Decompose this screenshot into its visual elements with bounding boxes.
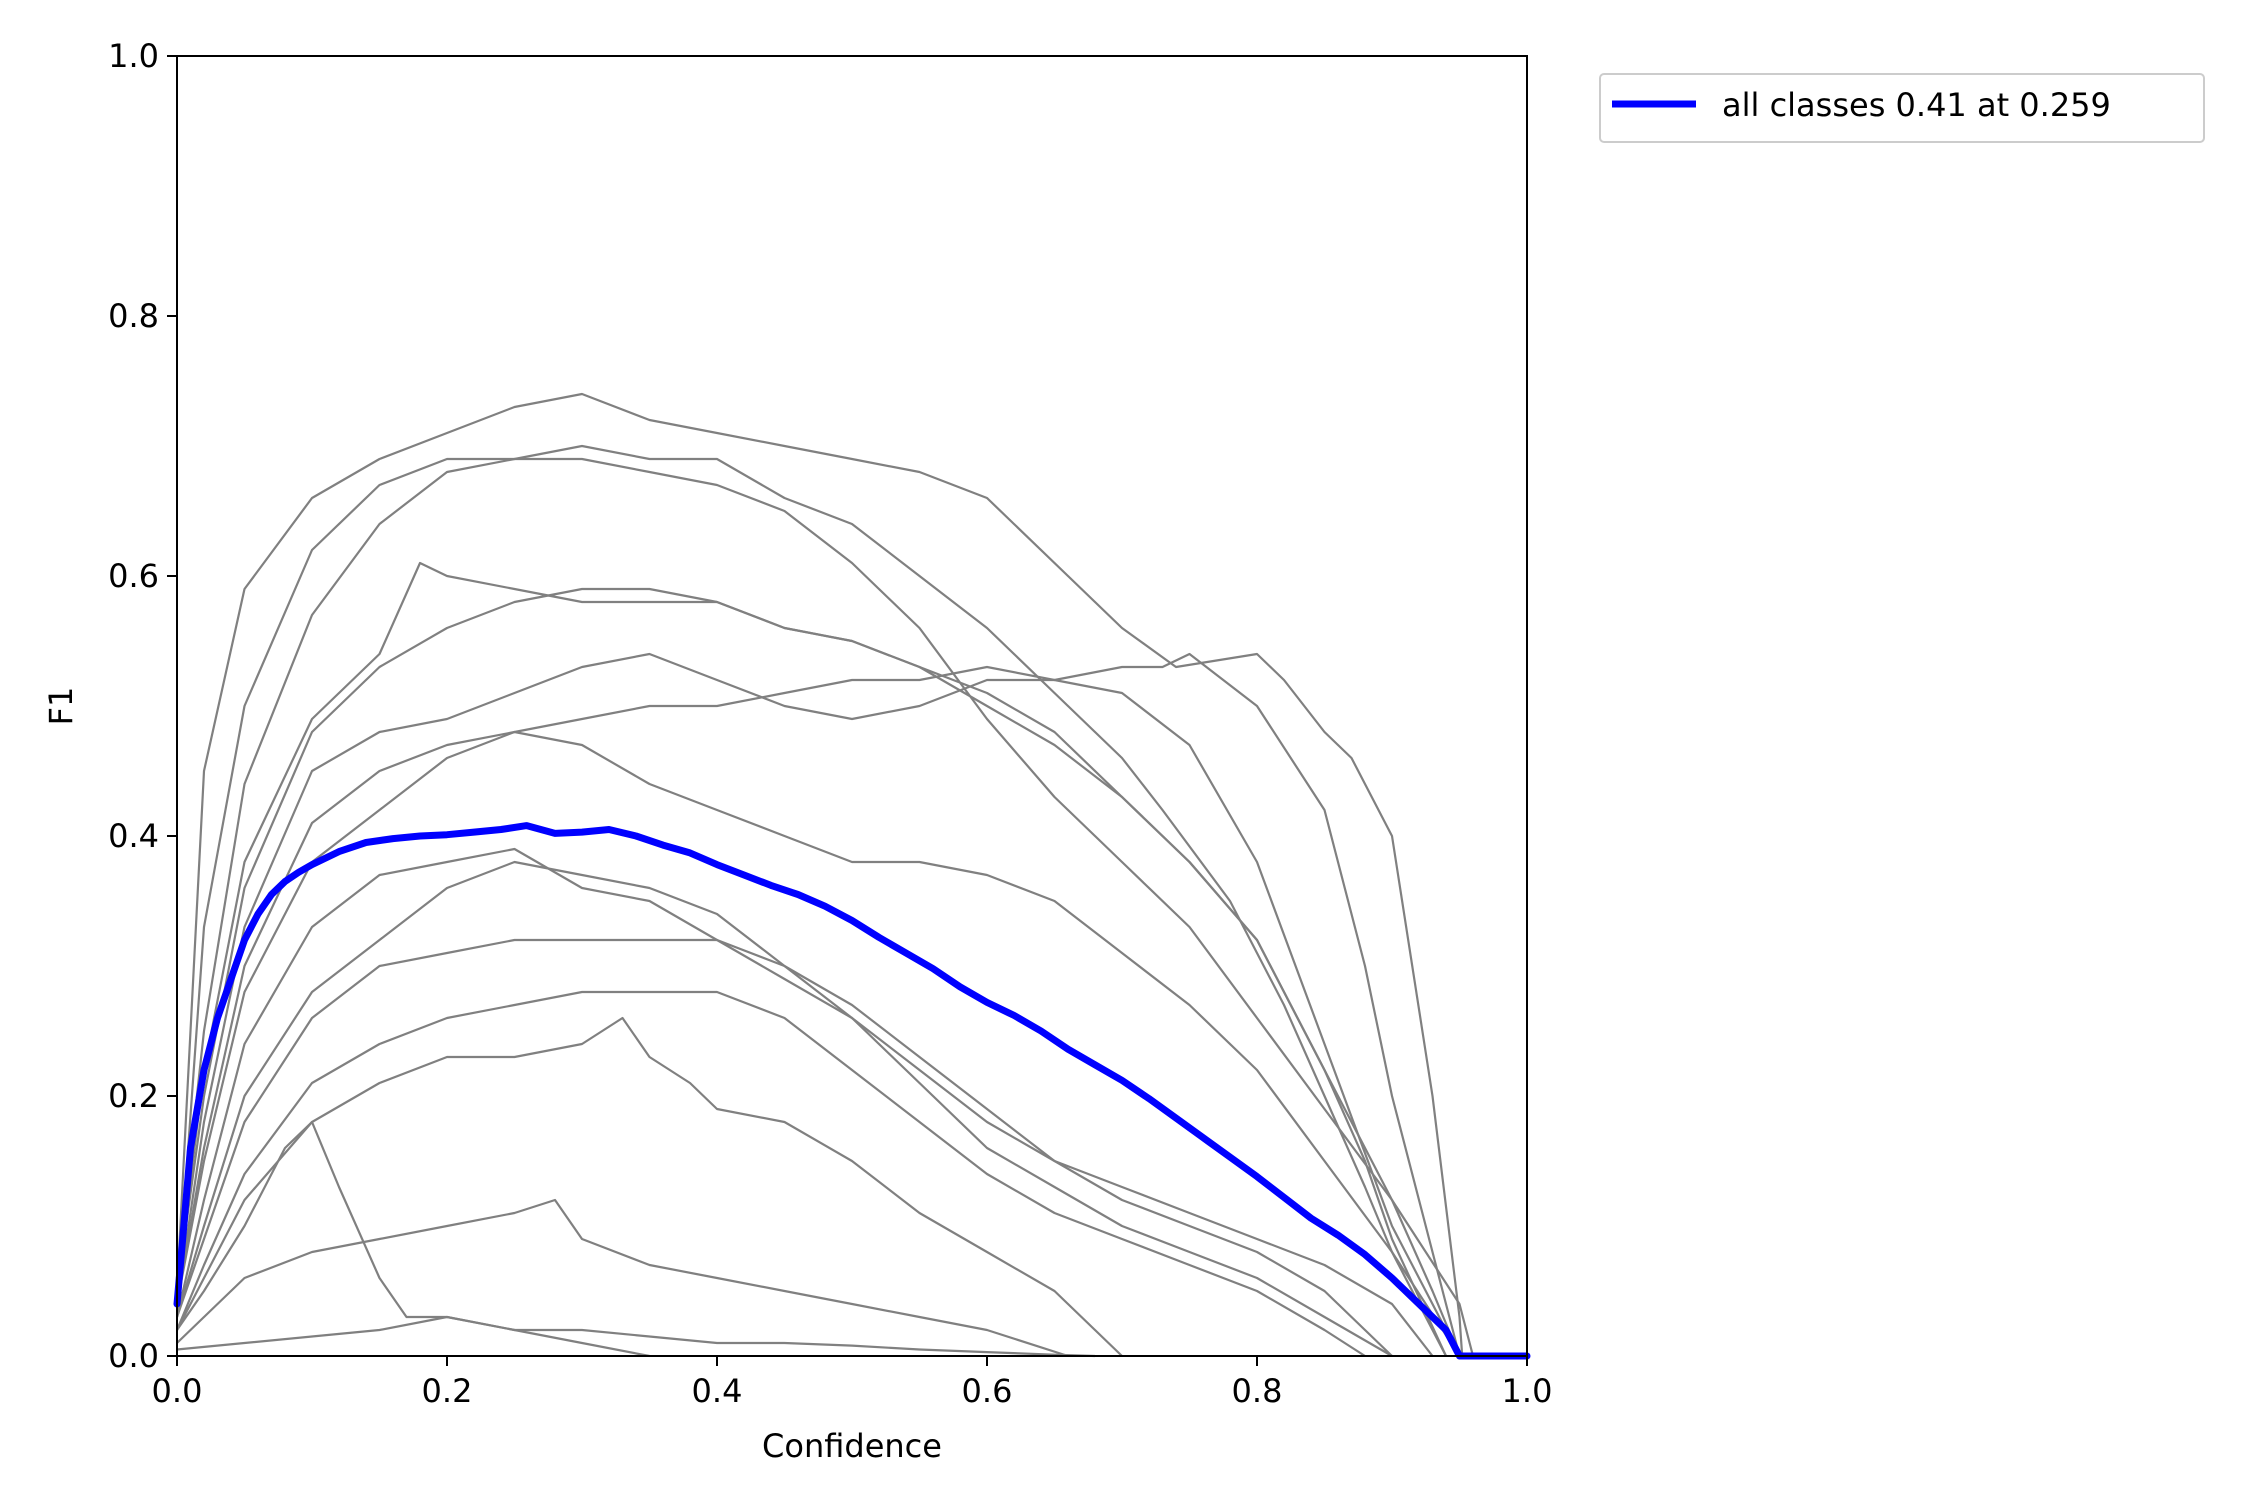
legend: all classes 0.41 at 0.259 bbox=[1599, 73, 2205, 143]
class-curve-15 bbox=[176, 1198, 1069, 1358]
y-tick-label: 0.0 bbox=[108, 1337, 159, 1375]
legend-label-all-classes: all classes 0.41 at 0.259 bbox=[1722, 86, 2111, 124]
class-curve-10 bbox=[175, 860, 1393, 1357]
y-tick-label: 0.8 bbox=[108, 297, 159, 335]
x-axis-ticks: 0.0 0.2 0.4 0.6 0.8 1.0 bbox=[152, 1356, 1553, 1410]
class-curve-13 bbox=[176, 1016, 1123, 1357]
class-curve-12 bbox=[175, 990, 1366, 1357]
y-tick-label: 0.6 bbox=[108, 557, 159, 595]
y-tick-label: 1.0 bbox=[108, 37, 159, 75]
x-axis-title: Confidence bbox=[762, 1427, 942, 1465]
all-classes-curve bbox=[173, 822, 1531, 1360]
x-tick-label: 0.4 bbox=[692, 1372, 743, 1410]
x-tick-label: 0.2 bbox=[422, 1372, 473, 1410]
class-curve-8 bbox=[175, 730, 1461, 1357]
curves-group bbox=[173, 392, 1531, 1360]
plot-frame bbox=[176, 55, 1528, 1357]
class-curve-9 bbox=[175, 847, 1434, 1357]
y-axis-title: F1 bbox=[42, 687, 80, 726]
class-curve-6 bbox=[175, 652, 1461, 1357]
y-tick-label: 0.4 bbox=[108, 817, 159, 855]
x-tick-label: 1.0 bbox=[1502, 1372, 1553, 1410]
class-curve-11 bbox=[175, 938, 1393, 1357]
class-curve-3 bbox=[175, 457, 1475, 1357]
plot-area bbox=[177, 56, 1527, 1356]
x-tick-label: 0.0 bbox=[152, 1372, 203, 1410]
x-tick-label: 0.6 bbox=[962, 1372, 1013, 1410]
y-tick-label: 0.2 bbox=[108, 1077, 159, 1115]
x-tick-label: 0.8 bbox=[1232, 1372, 1283, 1410]
class-curve-7 bbox=[175, 652, 1461, 1357]
class-curve-16 bbox=[176, 1315, 650, 1358]
class-curve-5 bbox=[175, 587, 1447, 1357]
class-curve-1 bbox=[175, 392, 1464, 1357]
class-curve-2 bbox=[175, 444, 1447, 1357]
y-axis-ticks: 0.0 0.2 0.4 0.6 0.8 1.0 bbox=[108, 37, 177, 1375]
legend-box bbox=[1599, 73, 2205, 143]
